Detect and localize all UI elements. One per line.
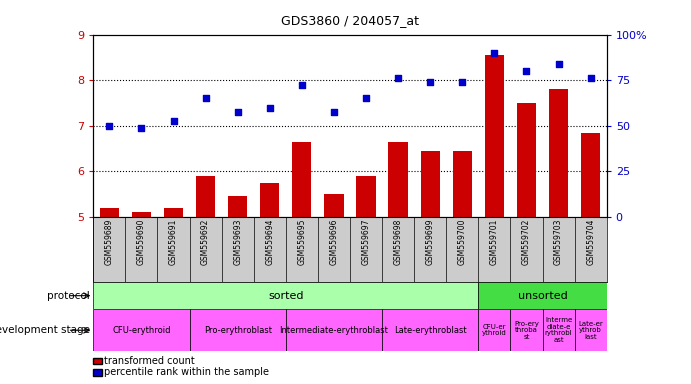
Text: GSM559695: GSM559695 <box>297 218 306 265</box>
Point <box>136 125 147 131</box>
Bar <box>478 282 607 309</box>
Bar <box>196 176 215 384</box>
Bar <box>228 197 247 384</box>
Bar <box>511 309 542 351</box>
Text: GSM559704: GSM559704 <box>586 218 595 265</box>
Point <box>296 82 307 88</box>
Text: GSM559693: GSM559693 <box>233 218 242 265</box>
Bar <box>478 309 511 351</box>
Text: Late-erythroblast: Late-erythroblast <box>394 326 466 335</box>
Text: GSM559699: GSM559699 <box>426 218 435 265</box>
Bar <box>485 55 504 384</box>
Text: GSM559689: GSM559689 <box>105 218 114 265</box>
Point <box>200 95 211 101</box>
Bar <box>189 309 286 351</box>
Text: protocol: protocol <box>47 291 90 301</box>
Bar <box>100 208 119 384</box>
Point <box>521 68 532 74</box>
Text: development stage: development stage <box>0 325 90 335</box>
Text: GSM559696: GSM559696 <box>330 218 339 265</box>
Bar <box>453 151 472 384</box>
Point <box>585 75 596 81</box>
Text: Interme
diate-e
rythrobl
ast: Interme diate-e rythrobl ast <box>545 318 572 343</box>
Point <box>232 109 243 115</box>
Text: Late-er
ythrob
last: Late-er ythrob last <box>578 321 603 340</box>
Point <box>553 61 564 67</box>
Bar <box>260 183 279 384</box>
Point <box>392 75 404 81</box>
Text: Pro-erythroblast: Pro-erythroblast <box>204 326 272 335</box>
Text: GSM559700: GSM559700 <box>458 218 467 265</box>
Bar <box>286 309 382 351</box>
Text: Pro-ery
throba
st: Pro-ery throba st <box>514 321 539 340</box>
Point <box>168 118 179 124</box>
Text: transformed count: transformed count <box>104 356 194 366</box>
Text: GSM559697: GSM559697 <box>361 218 370 265</box>
Text: GSM559692: GSM559692 <box>201 218 210 265</box>
Text: GSM559698: GSM559698 <box>394 218 403 265</box>
Bar <box>388 142 408 384</box>
Bar <box>357 176 376 384</box>
Bar <box>542 309 575 351</box>
Text: GSM559702: GSM559702 <box>522 218 531 265</box>
Bar <box>382 309 478 351</box>
Point <box>489 50 500 56</box>
Bar <box>517 103 536 384</box>
Point <box>264 104 275 111</box>
Text: Intermediate-erythroblast: Intermediate-erythroblast <box>280 326 388 335</box>
Point <box>457 79 468 86</box>
Text: GSM559690: GSM559690 <box>137 218 146 265</box>
Point <box>361 95 372 101</box>
Bar <box>549 89 568 384</box>
Point <box>425 79 436 86</box>
Bar <box>292 142 312 384</box>
Text: GDS3860 / 204057_at: GDS3860 / 204057_at <box>281 14 419 27</box>
Bar <box>581 132 600 384</box>
Text: CFU-er
ythroid: CFU-er ythroid <box>482 324 507 336</box>
Text: unsorted: unsorted <box>518 291 567 301</box>
Point <box>328 109 339 115</box>
Bar <box>575 309 607 351</box>
Bar <box>93 309 189 351</box>
Text: GSM559691: GSM559691 <box>169 218 178 265</box>
Bar <box>164 208 183 384</box>
Point <box>104 123 115 129</box>
Text: GSM559703: GSM559703 <box>554 218 563 265</box>
Bar <box>421 151 440 384</box>
Text: CFU-erythroid: CFU-erythroid <box>112 326 171 335</box>
Text: percentile rank within the sample: percentile rank within the sample <box>104 367 269 377</box>
Bar <box>132 212 151 384</box>
Bar <box>93 282 478 309</box>
Text: GSM559694: GSM559694 <box>265 218 274 265</box>
Text: sorted: sorted <box>268 291 303 301</box>
Bar <box>324 194 343 384</box>
Text: GSM559701: GSM559701 <box>490 218 499 265</box>
